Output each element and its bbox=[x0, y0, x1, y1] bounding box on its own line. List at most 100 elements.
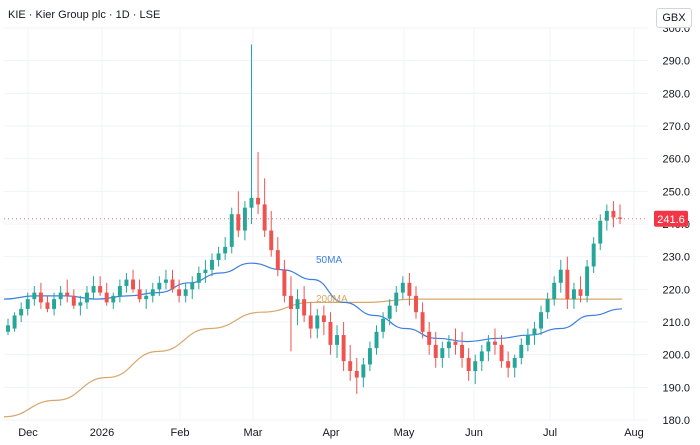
currency-button[interactable]: GBX bbox=[656, 8, 692, 28]
candle-body bbox=[618, 217, 622, 219]
x-tick-label: Mar bbox=[244, 427, 263, 439]
ma50-label: 50MA bbox=[316, 255, 342, 266]
candle-body bbox=[98, 286, 103, 293]
candle-body bbox=[210, 259, 214, 270]
candle-body bbox=[45, 302, 50, 309]
candle-body bbox=[354, 371, 359, 378]
candle-body bbox=[407, 282, 412, 296]
candle-body bbox=[315, 315, 320, 329]
candle-body bbox=[394, 292, 399, 306]
y-tick-label: 270.0 bbox=[662, 121, 690, 133]
candle-body bbox=[321, 315, 326, 322]
candle-body bbox=[532, 328, 537, 336]
x-tick-label: Aug bbox=[624, 427, 644, 439]
candle-body bbox=[84, 292, 89, 303]
candle-body bbox=[499, 344, 504, 362]
candle-body bbox=[163, 279, 168, 283]
last-price-label: 241.6 bbox=[657, 214, 685, 226]
candle-body bbox=[400, 282, 405, 293]
legend-sep: · bbox=[108, 9, 116, 21]
candle-body bbox=[453, 341, 458, 345]
candle-body bbox=[525, 335, 530, 345]
candle-body bbox=[295, 299, 300, 309]
y-tick-label: 280.0 bbox=[662, 88, 690, 100]
y-tick-label: 220.0 bbox=[662, 284, 690, 296]
candle-body bbox=[58, 292, 63, 300]
candle-body bbox=[229, 214, 234, 247]
candle-body bbox=[288, 295, 293, 309]
x-tick-label: Apr bbox=[322, 427, 339, 439]
candle-body bbox=[558, 269, 563, 283]
candle-body bbox=[539, 312, 544, 329]
chart-legend[interactable]: KIE · Kier Group plc · 1D · LSE bbox=[8, 9, 160, 21]
candle-body bbox=[512, 357, 517, 368]
candle-body bbox=[420, 312, 425, 332]
candle-body bbox=[585, 266, 590, 296]
x-tick-label: Jun bbox=[465, 427, 483, 439]
candle-body bbox=[335, 335, 340, 345]
y-tick-label: 180.0 bbox=[662, 415, 690, 427]
legend-sep: · bbox=[132, 9, 140, 21]
candle-body bbox=[117, 286, 122, 296]
y-tick-label: 250.0 bbox=[662, 186, 690, 198]
candle-body bbox=[598, 220, 603, 244]
candle-body bbox=[565, 269, 570, 300]
x-tick-label: Jul bbox=[543, 427, 557, 439]
company-name: Kier Group plc bbox=[35, 9, 106, 21]
y-tick-label: 190.0 bbox=[662, 382, 690, 394]
x-tick-label: May bbox=[394, 427, 415, 439]
candle-body bbox=[341, 335, 346, 362]
candle-body bbox=[144, 295, 149, 300]
candle-body bbox=[269, 230, 274, 251]
candle-body bbox=[12, 315, 17, 329]
candle-body bbox=[236, 214, 241, 231]
candle-body bbox=[604, 210, 609, 221]
candle-body bbox=[578, 289, 583, 296]
candle-body bbox=[196, 273, 201, 283]
candle-body bbox=[466, 357, 471, 371]
candle-body bbox=[611, 210, 616, 218]
candle-body bbox=[6, 325, 10, 332]
candle-body bbox=[545, 299, 550, 313]
y-tick-label: 230.0 bbox=[662, 252, 690, 264]
y-tick-label: 290.0 bbox=[662, 56, 690, 68]
candle-body bbox=[52, 299, 57, 309]
candle-body bbox=[374, 331, 379, 349]
x-tick-label: 2026 bbox=[90, 427, 114, 439]
exchange: LSE bbox=[139, 9, 161, 21]
candle-body bbox=[361, 364, 366, 378]
candle-body bbox=[249, 197, 254, 208]
candle-body bbox=[486, 341, 491, 352]
legend-sep: · bbox=[28, 9, 36, 21]
candle-body bbox=[111, 295, 116, 303]
candle-body bbox=[473, 361, 478, 371]
candle-body bbox=[381, 318, 386, 332]
candle-body bbox=[190, 282, 195, 290]
candle-body bbox=[308, 315, 313, 329]
candle-body bbox=[282, 269, 287, 296]
candle-body bbox=[25, 299, 30, 309]
candle-body bbox=[137, 289, 142, 300]
candle-body bbox=[348, 361, 353, 371]
candle-body bbox=[38, 292, 43, 303]
candle-body bbox=[170, 279, 175, 290]
candle-body bbox=[19, 308, 24, 316]
candle-body bbox=[223, 246, 228, 254]
candle-body bbox=[387, 305, 392, 319]
candle-body bbox=[71, 295, 76, 306]
candle-body bbox=[131, 279, 136, 290]
interval: 1D bbox=[115, 9, 130, 21]
candle-body bbox=[91, 286, 96, 293]
candle-body bbox=[479, 351, 484, 362]
candle-body bbox=[440, 348, 445, 358]
candle-body bbox=[302, 299, 307, 316]
candle-body bbox=[552, 282, 557, 300]
candle-body bbox=[177, 289, 182, 296]
candle-body bbox=[328, 322, 333, 345]
last-price-badge bbox=[654, 210, 688, 227]
candle-body bbox=[262, 204, 267, 231]
candle-body bbox=[591, 243, 596, 267]
candle-body bbox=[216, 253, 221, 260]
